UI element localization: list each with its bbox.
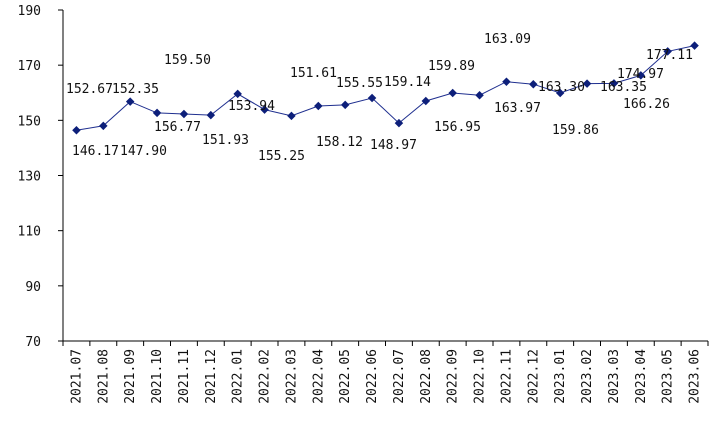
data-label: 148.97 xyxy=(370,138,417,153)
x-tick-label: 2021.11 xyxy=(177,349,192,404)
data-label: 151.93 xyxy=(202,133,249,148)
data-point xyxy=(502,77,511,86)
data-point xyxy=(394,118,404,128)
data-point xyxy=(340,100,350,110)
x-tick-label: 2022.06 xyxy=(365,349,380,404)
y-tick-label: 190 xyxy=(18,4,41,19)
data-label: 156.77 xyxy=(154,120,201,135)
x-tick-label: 2023.03 xyxy=(607,349,622,404)
data-label: 159.50 xyxy=(164,53,211,68)
x-tick-label: 2022.11 xyxy=(499,349,514,404)
data-label: 153.94 xyxy=(228,99,275,114)
x-tick-label: 2021.09 xyxy=(123,349,138,404)
data-point xyxy=(125,97,135,106)
data-point xyxy=(233,89,242,99)
data-point xyxy=(152,108,162,118)
x-tick-label: 2023.02 xyxy=(580,349,595,404)
data-label: 155.25 xyxy=(258,149,305,164)
x-tick-label: 2022.01 xyxy=(231,349,246,404)
x-tick-label: 2022.10 xyxy=(473,349,488,404)
data-label: 152.67 xyxy=(66,82,113,97)
x-tick-label: 2022.05 xyxy=(338,349,353,404)
data-point xyxy=(367,93,377,103)
data-label: 166.26 xyxy=(623,97,670,112)
y-tick-label: 90 xyxy=(25,280,41,295)
series-line xyxy=(76,45,695,131)
data-label: 146.17 xyxy=(72,144,119,159)
x-tick-label: 2023.06 xyxy=(688,349,703,404)
x-tick-label: 2023.01 xyxy=(553,349,568,404)
x-tick-label: 2023.05 xyxy=(661,349,676,404)
data-label: 163.30 xyxy=(538,80,585,95)
data-label: 177.11 xyxy=(646,48,693,63)
data-label: 159.14 xyxy=(384,75,431,90)
y-tick-label: 170 xyxy=(18,59,41,74)
data-point xyxy=(421,96,431,106)
x-tick-label: 2022.09 xyxy=(446,349,461,404)
y-tick-label: 150 xyxy=(18,114,41,129)
x-tick-label: 2022.07 xyxy=(392,349,407,404)
data-point xyxy=(529,79,538,89)
x-tick-label: 2022.08 xyxy=(419,349,434,404)
x-tick-label: 2023.04 xyxy=(634,349,649,404)
data-label: 159.86 xyxy=(552,123,599,138)
data-label: 163.09 xyxy=(484,32,531,47)
data-point xyxy=(99,121,108,131)
data-label: 151.61 xyxy=(290,66,337,81)
data-point xyxy=(72,126,81,135)
y-tick-label: 110 xyxy=(18,225,41,240)
data-label: 174.97 xyxy=(617,67,664,82)
data-label: 159.89 xyxy=(428,59,475,74)
x-tick-label: 2021.10 xyxy=(150,349,165,404)
x-tick-label: 2021.08 xyxy=(96,349,111,404)
data-label: 158.12 xyxy=(316,135,363,150)
data-point xyxy=(448,88,457,98)
data-label: 163.35 xyxy=(600,80,647,95)
data-point xyxy=(179,109,189,119)
data-point xyxy=(287,111,296,121)
y-tick-label: 70 xyxy=(25,335,41,350)
data-point xyxy=(475,90,484,100)
data-point xyxy=(206,110,216,120)
x-tick-label: 2022.04 xyxy=(311,349,326,404)
y-tick-label: 130 xyxy=(18,170,41,185)
data-label: 156.95 xyxy=(434,120,481,135)
data-label: 155.55 xyxy=(336,76,383,91)
data-point xyxy=(314,101,323,111)
data-label: 152.35 xyxy=(112,82,159,97)
x-tick-label: 2022.02 xyxy=(258,349,273,404)
x-tick-label: 2021.07 xyxy=(69,349,84,404)
data-point xyxy=(260,105,269,114)
x-tick-label: 2021.12 xyxy=(204,349,219,404)
data-label: 163.97 xyxy=(494,101,541,116)
x-tick-label: 2022.03 xyxy=(284,349,299,404)
x-tick-label: 2022.12 xyxy=(526,349,541,404)
data-label: 147.90 xyxy=(120,144,167,159)
